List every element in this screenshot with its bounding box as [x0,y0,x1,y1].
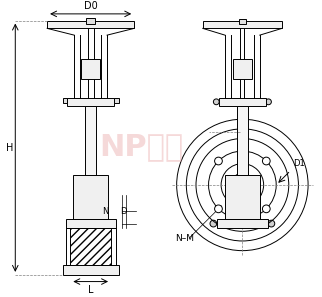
Bar [217,219,268,228]
Bar [114,98,119,103]
Bar [73,175,108,219]
Circle shape [214,157,222,165]
Bar [203,21,282,29]
Bar [225,175,260,219]
Circle shape [210,220,217,227]
Bar [68,98,114,106]
Bar [47,21,134,29]
Bar [63,265,119,275]
Text: D: D [120,208,126,217]
Bar [81,59,100,79]
Circle shape [266,99,271,105]
Circle shape [268,220,275,227]
Text: D1: D1 [294,159,305,168]
Text: H: H [6,143,13,153]
Bar [237,106,248,175]
Bar [66,219,116,228]
Circle shape [262,205,270,213]
Circle shape [231,173,254,197]
Bar [63,98,68,103]
Bar [219,98,266,106]
Bar [71,228,111,265]
Circle shape [213,99,219,105]
Bar [66,228,116,265]
Bar [85,106,97,175]
Bar [86,18,96,23]
Text: NP阀业: NP阀业 [99,132,183,161]
Text: D0: D0 [84,1,98,11]
Text: N: N [102,208,109,217]
Bar [239,19,246,23]
Text: L: L [88,285,93,296]
Circle shape [262,157,270,165]
Bar [233,59,252,79]
Circle shape [214,205,222,213]
Text: N–M: N–M [175,233,194,243]
